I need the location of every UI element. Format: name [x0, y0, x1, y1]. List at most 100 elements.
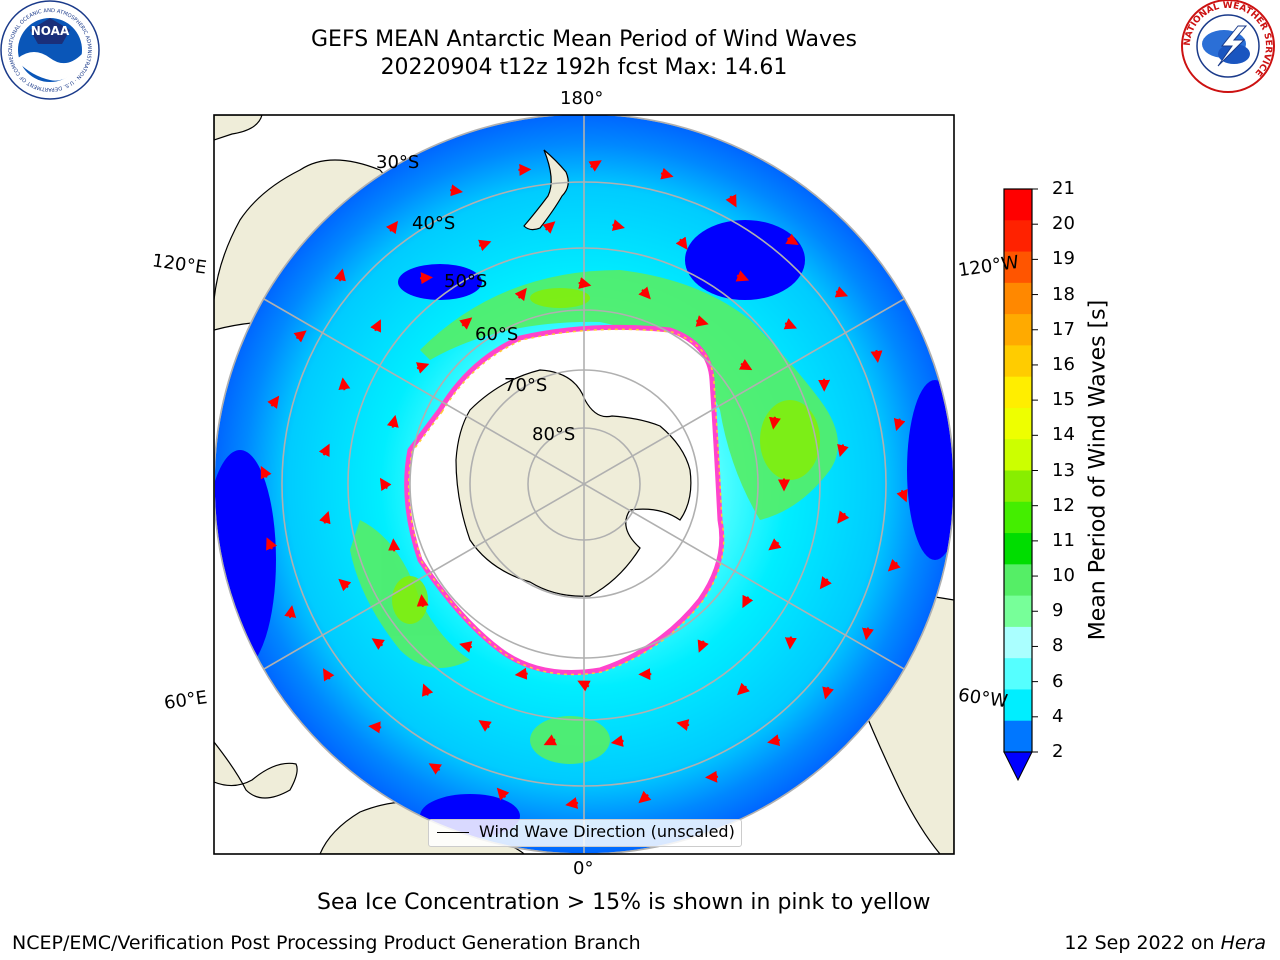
colorbar-band: [1004, 501, 1032, 534]
colorbar-tick-label: 12: [1052, 494, 1075, 516]
wind-wave-arrow: [284, 605, 297, 619]
wind-wave-arrow: [478, 720, 492, 732]
wind-wave-arrow: [385, 220, 398, 235]
wind-wave-arrow: [742, 594, 754, 609]
colorbar-band: [1004, 407, 1032, 440]
colorbar-tick-label: 19: [1052, 248, 1075, 270]
wind-wave-arrow: [388, 538, 401, 552]
colorbar-tick-label: 9: [1052, 600, 1064, 622]
legend-text: Wind Wave Direction (unscaled): [479, 822, 735, 841]
wind-wave-arrow: [783, 318, 798, 330]
colorbar-band: [1004, 533, 1032, 565]
new-zealand: [523, 149, 569, 231]
colorbar: [1003, 188, 1038, 782]
wind-wave-arrow: [318, 443, 330, 458]
lat-label-80s: 80°S: [532, 424, 576, 445]
colorbar-tick-label: 18: [1052, 283, 1075, 305]
colorbar-tick-label: 11: [1052, 529, 1075, 551]
wind-wave-arrow: [565, 797, 579, 809]
legend-line: [437, 832, 469, 833]
wind-wave-arrow: [386, 414, 399, 428]
wind-wave-arrow: [695, 315, 709, 327]
wind-wave-arrow: [578, 277, 592, 289]
noaa-logo: NATIONAL OCEANIC AND ATMOSPHERIC ADMINIS…: [0, 0, 100, 100]
wind-wave-arrow: [735, 270, 750, 282]
wind-wave-arrow: [379, 477, 392, 492]
wind-wave-arrow: [266, 537, 278, 551]
wind-wave-arrow: [260, 465, 272, 480]
lat-label-50s: 50°S: [444, 271, 488, 292]
lon-label-0: 0°: [573, 858, 594, 879]
wind-wave-arrow: [768, 416, 781, 430]
sea-ice-note: Sea Ice Concentration > 15% is shown in …: [317, 890, 931, 915]
wind-wave-arrow: [322, 668, 335, 682]
wind-wave-arrow: [638, 286, 651, 300]
wind-wave-arrow: [893, 417, 906, 432]
colorbar-band: [1004, 658, 1032, 690]
wind-wave-arrow: [514, 287, 527, 302]
wind-wave-arrow: [496, 787, 510, 801]
wind-wave-arrow: [577, 680, 591, 692]
wind-wave-arrow: [767, 734, 781, 747]
colorbar-band: [1004, 564, 1032, 597]
wind-wave-arrow: [338, 578, 352, 592]
colorbar-tick-label: 2: [1052, 741, 1064, 762]
wind-wave-arrow: [421, 683, 434, 697]
colorbar-tick-label: 21: [1052, 178, 1075, 199]
wind-wave-arrow: [705, 770, 719, 783]
wind-wave-arrow: [822, 686, 834, 700]
wind-wave-arrow: [419, 272, 433, 285]
lat-label-30s: 30°S: [376, 152, 420, 173]
colorbar-band: [1004, 689, 1032, 722]
colorbar-tick-label: 4: [1052, 705, 1064, 727]
noaa-logo-text: NOAA: [31, 24, 70, 38]
colorbar-band: [1004, 282, 1032, 315]
wind-wave-arrow: [449, 184, 463, 197]
wind-wave-arrow: [588, 160, 602, 172]
wind-wave-arrow: [478, 239, 492, 252]
meridians: [263, 115, 905, 854]
colorbar-tick-label: 20: [1052, 213, 1075, 235]
footer-right: 12 Sep 2022 on Hera: [1064, 932, 1266, 954]
wind-wave-arrow: [819, 576, 832, 590]
wind-wave-arrow: [542, 221, 556, 234]
wind-wave-arrow: [862, 627, 874, 641]
wind-wave-arrow: [543, 734, 558, 746]
wind-wave-arrow: [267, 395, 280, 409]
colorbar-tick-label: 17: [1052, 318, 1075, 340]
lat-label-60s: 60°S: [475, 324, 519, 345]
wind-wave-arrow: [638, 790, 652, 804]
chart-title: GEFS MEAN Antarctic Mean Period of Wind …: [311, 27, 857, 52]
wind-wave-arrow: [514, 667, 528, 680]
chart-subtitle: 20220904 t12z 192h fcst Max: 14.61: [380, 55, 788, 80]
wind-wave-arrow: [319, 511, 331, 525]
wind-wave-arrow: [338, 377, 351, 391]
wind-wave-arrow: [415, 362, 430, 374]
colorbar-tick-label: 6: [1052, 670, 1064, 692]
wind-wave-arrow: [611, 219, 625, 231]
map-frame: [213, 114, 955, 855]
wind-wave-arrow: [784, 636, 797, 650]
wind-wave-arrow: [610, 735, 624, 747]
lat-label-70s: 70°S: [504, 375, 548, 396]
colorbar-band: [1004, 314, 1032, 346]
colorbar-tick-label: 13: [1052, 459, 1075, 481]
colorbar-band: [1004, 189, 1032, 221]
wind-wave-arrow: [785, 233, 799, 246]
wind-wave-arrow: [334, 268, 346, 282]
colorbar-band: [1004, 595, 1032, 628]
wind-wave-arrow: [768, 538, 782, 551]
footer-left: NCEP/EMC/Verification Post Processing Pr…: [12, 932, 641, 954]
wind-wave-arrow: [887, 558, 901, 572]
wind-wave-arrow: [675, 236, 688, 250]
colorbar-tick-label: 15: [1052, 389, 1075, 411]
wind-wave-arrow: [737, 682, 750, 696]
wind-wave-arrow: [834, 286, 849, 298]
wind-wave-arrow: [870, 349, 883, 363]
wind-wave-arrow: [416, 594, 429, 608]
wind-wave-arrow: [837, 443, 849, 458]
map-legend: Wind Wave Direction (unscaled): [428, 819, 742, 847]
colorbar-band: [1004, 470, 1032, 503]
wind-wave-arrow: [371, 638, 385, 650]
wind-wave-arrow: [837, 510, 850, 524]
